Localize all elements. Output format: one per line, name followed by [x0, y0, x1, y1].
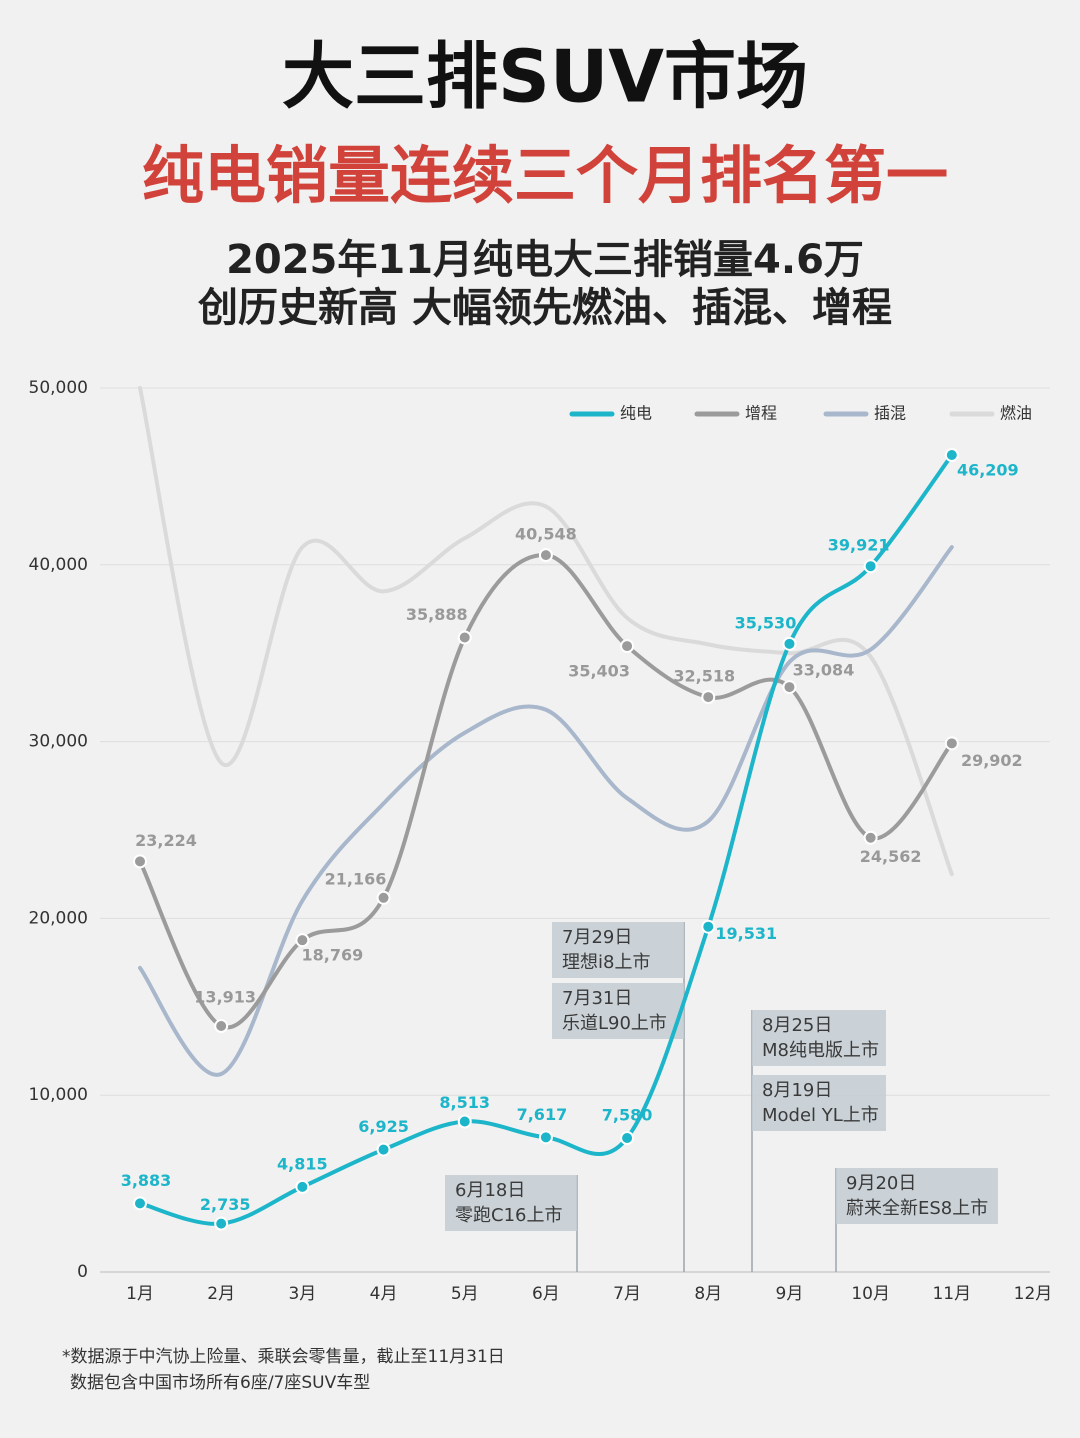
- data-point: [782, 636, 797, 651]
- y-tick-label: 10,000: [29, 1085, 88, 1105]
- x-tick-label: 11月: [932, 1284, 971, 1304]
- legend-label: 插混: [874, 404, 906, 423]
- data-label: 8,513: [439, 1093, 490, 1112]
- data-label: 35,403: [568, 662, 630, 681]
- legend-label: 纯电: [620, 404, 652, 423]
- data-label: 46,209: [957, 461, 1019, 480]
- data-label: 21,166: [325, 869, 387, 888]
- data-point: [376, 1142, 391, 1157]
- annotation-text: 零跑C16上市: [455, 1205, 562, 1226]
- annotation-text: 乐道L90上市: [562, 1013, 667, 1034]
- annotation-box: [552, 922, 684, 978]
- annotation-box: [752, 1075, 886, 1131]
- data-point: [538, 1130, 553, 1145]
- series-line: [138, 553, 954, 1030]
- data-point: [133, 854, 147, 869]
- data-label: 35,888: [406, 605, 468, 624]
- description: 2025年11月纯电大三排销量4.6万: [226, 237, 864, 283]
- annotation-text: 7月29日: [562, 927, 632, 948]
- annotation-box: [445, 1175, 577, 1231]
- data-label: 33,084: [793, 661, 855, 680]
- series-line: [138, 545, 954, 1077]
- data-label: 2,735: [200, 1195, 251, 1214]
- data-point: [214, 1216, 229, 1231]
- data-label: 7,617: [517, 1105, 568, 1124]
- x-tick-label: 2月: [207, 1284, 235, 1304]
- annotation-text: 蔚来全新ES8上市: [846, 1198, 988, 1219]
- x-tick-label: 5月: [451, 1284, 479, 1304]
- data-point: [295, 1179, 310, 1194]
- x-tick-label: 6月: [532, 1284, 560, 1304]
- title: 大三排SUV市场: [282, 35, 808, 119]
- annotation-text: 8月19日: [762, 1080, 832, 1101]
- data-point: [782, 680, 797, 695]
- legend-label: 增程: [745, 404, 777, 423]
- annotation-box: [552, 983, 684, 1039]
- x-tick-label: 4月: [370, 1284, 398, 1304]
- data-point: [620, 639, 635, 654]
- data-label: 32,518: [673, 667, 735, 686]
- subtitle: 纯电销量连续三个月排名第一: [142, 139, 948, 212]
- data-label: 35,530: [735, 613, 797, 632]
- data-label: 39,921: [828, 536, 890, 555]
- data-point: [620, 1130, 635, 1145]
- data-label: 4,815: [277, 1154, 328, 1173]
- annotation-text: 7月31日: [562, 988, 632, 1009]
- data-label: 7,580: [602, 1105, 653, 1124]
- x-tick-label: 12月: [1014, 1284, 1053, 1304]
- data-label: 23,224: [135, 831, 197, 850]
- data-point: [457, 1114, 472, 1129]
- annotation-text: Model YL上市: [762, 1105, 879, 1126]
- annotation-text: 理想i8上市: [562, 952, 650, 973]
- footnote: *数据源于中汽协上险量、乘联会零售量，截止至11月31日: [62, 1347, 505, 1367]
- data-point: [944, 736, 959, 751]
- annotation-text: 6月18日: [455, 1180, 525, 1201]
- x-tick-label: 10月: [851, 1284, 890, 1304]
- legend-label: 燃油: [1000, 404, 1032, 423]
- annotation-box: [752, 1010, 886, 1066]
- data-point: [863, 830, 878, 845]
- footnote: 数据包含中国市场所有6座/7座SUV车型: [70, 1373, 370, 1393]
- data-point: [701, 690, 716, 705]
- data-point: [133, 1196, 147, 1211]
- data-point: [863, 559, 878, 574]
- annotation-text: 8月25日: [762, 1015, 832, 1036]
- y-tick-label: 40,000: [29, 555, 88, 575]
- data-label: 19,531: [715, 924, 777, 943]
- annotation-text: 9月20日: [846, 1173, 916, 1194]
- x-tick-label: 9月: [776, 1284, 804, 1304]
- data-label: 24,562: [860, 847, 922, 866]
- data-point: [944, 448, 959, 463]
- x-tick-label: 1月: [126, 1284, 154, 1304]
- y-tick-label: 20,000: [29, 908, 88, 928]
- data-label: 3,883: [121, 1171, 172, 1190]
- y-tick-label: 0: [77, 1262, 88, 1282]
- description: 创历史新高 大幅领先燃油、插混、增程: [198, 285, 892, 331]
- data-point: [376, 890, 391, 905]
- data-point: [701, 919, 716, 934]
- series-line: [138, 386, 954, 877]
- annotation-box: [836, 1168, 998, 1224]
- data-label: 18,769: [301, 946, 363, 965]
- x-tick-label: 7月: [613, 1284, 641, 1304]
- data-label: 40,548: [515, 525, 577, 544]
- x-tick-label: 3月: [288, 1284, 316, 1304]
- data-label: 29,902: [961, 751, 1023, 770]
- data-point: [214, 1019, 229, 1034]
- data-point: [457, 630, 472, 645]
- data-point: [538, 548, 553, 563]
- y-tick-label: 50,000: [29, 378, 88, 398]
- y-tick-label: 30,000: [29, 732, 88, 752]
- x-tick-label: 8月: [694, 1284, 722, 1304]
- data-label: 13,913: [194, 988, 256, 1007]
- data-point: [295, 933, 310, 948]
- data-label: 6,925: [358, 1117, 409, 1136]
- annotation-text: M8纯电版上市: [762, 1040, 879, 1061]
